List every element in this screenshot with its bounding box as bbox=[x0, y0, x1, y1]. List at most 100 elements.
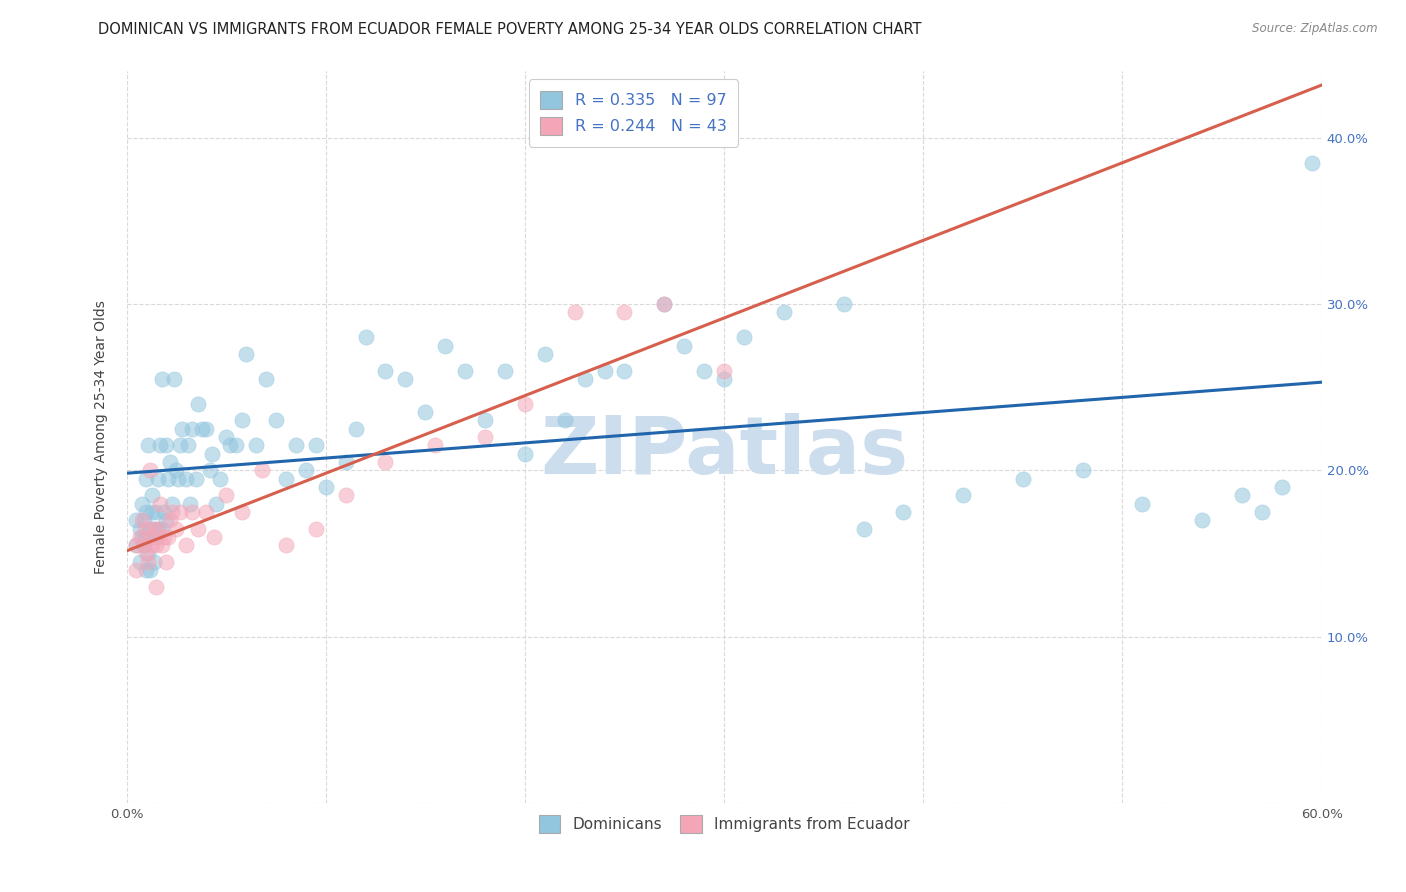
Point bbox=[153, 505, 176, 519]
Point bbox=[315, 480, 337, 494]
Legend: Dominicans, Immigrants from Ecuador: Dominicans, Immigrants from Ecuador bbox=[533, 809, 915, 839]
Point bbox=[143, 555, 166, 569]
Point bbox=[394, 372, 416, 386]
Point bbox=[231, 505, 253, 519]
Point bbox=[141, 538, 163, 552]
Point bbox=[474, 413, 496, 427]
Point bbox=[129, 530, 152, 544]
Point bbox=[952, 488, 974, 502]
Point bbox=[209, 472, 232, 486]
Point bbox=[713, 372, 735, 386]
Point bbox=[129, 555, 152, 569]
Point bbox=[733, 330, 755, 344]
Point bbox=[155, 513, 177, 527]
Point bbox=[148, 521, 170, 535]
Point bbox=[613, 305, 636, 319]
Point bbox=[201, 447, 224, 461]
Point bbox=[891, 505, 914, 519]
Point bbox=[165, 521, 187, 535]
Point bbox=[344, 422, 367, 436]
Point bbox=[454, 363, 477, 377]
Point bbox=[131, 497, 153, 511]
Point bbox=[145, 505, 167, 519]
Point bbox=[335, 455, 357, 469]
Point bbox=[202, 530, 225, 544]
Point bbox=[294, 463, 316, 477]
Point bbox=[139, 521, 162, 535]
Point bbox=[169, 438, 191, 452]
Point bbox=[139, 530, 162, 544]
Point bbox=[159, 513, 181, 527]
Point bbox=[167, 472, 190, 486]
Point bbox=[832, 297, 855, 311]
Point bbox=[181, 422, 204, 436]
Point bbox=[163, 372, 186, 386]
Y-axis label: Female Poverty Among 25-34 Year Olds: Female Poverty Among 25-34 Year Olds bbox=[94, 300, 108, 574]
Point bbox=[191, 422, 214, 436]
Point bbox=[773, 305, 796, 319]
Point bbox=[494, 363, 516, 377]
Point bbox=[434, 338, 457, 352]
Point bbox=[219, 438, 242, 452]
Point bbox=[129, 521, 152, 535]
Point bbox=[274, 538, 297, 552]
Point bbox=[673, 338, 696, 352]
Point bbox=[574, 372, 596, 386]
Point bbox=[150, 538, 174, 552]
Point bbox=[150, 372, 174, 386]
Text: DOMINICAN VS IMMIGRANTS FROM ECUADOR FEMALE POVERTY AMONG 25-34 YEAR OLDS CORREL: DOMINICAN VS IMMIGRANTS FROM ECUADOR FEM… bbox=[98, 22, 922, 37]
Point bbox=[254, 372, 277, 386]
Point bbox=[138, 546, 160, 560]
Point bbox=[225, 438, 247, 452]
Point bbox=[215, 430, 238, 444]
Point bbox=[1271, 480, 1294, 494]
Point bbox=[138, 438, 160, 452]
Point bbox=[425, 438, 447, 452]
Point bbox=[131, 530, 153, 544]
Point bbox=[284, 438, 307, 452]
Point bbox=[134, 538, 156, 552]
Point bbox=[125, 563, 148, 577]
Point bbox=[187, 397, 209, 411]
Point bbox=[215, 488, 238, 502]
Point bbox=[205, 497, 228, 511]
Point bbox=[143, 521, 166, 535]
Point bbox=[305, 521, 328, 535]
Point bbox=[513, 447, 536, 461]
Point bbox=[145, 538, 167, 552]
Point bbox=[174, 472, 197, 486]
Point bbox=[148, 472, 170, 486]
Point bbox=[125, 538, 148, 552]
Point bbox=[177, 438, 200, 452]
Point bbox=[138, 555, 160, 569]
Point bbox=[153, 530, 176, 544]
Point bbox=[174, 538, 197, 552]
Point bbox=[652, 297, 675, 311]
Point bbox=[131, 513, 153, 527]
Point bbox=[474, 430, 496, 444]
Point bbox=[200, 463, 222, 477]
Point bbox=[135, 563, 157, 577]
Point bbox=[593, 363, 616, 377]
Point bbox=[134, 513, 156, 527]
Point bbox=[157, 472, 180, 486]
Point bbox=[186, 472, 208, 486]
Point bbox=[354, 330, 377, 344]
Point bbox=[141, 505, 163, 519]
Point bbox=[125, 538, 148, 552]
Point bbox=[145, 530, 167, 544]
Point bbox=[172, 422, 194, 436]
Point bbox=[155, 438, 177, 452]
Point bbox=[148, 521, 170, 535]
Point bbox=[374, 455, 396, 469]
Point bbox=[533, 347, 555, 361]
Point bbox=[1130, 497, 1153, 511]
Point bbox=[181, 505, 204, 519]
Point bbox=[1250, 505, 1272, 519]
Point bbox=[195, 505, 218, 519]
Point bbox=[179, 497, 201, 511]
Point bbox=[162, 497, 184, 511]
Point bbox=[564, 305, 586, 319]
Point bbox=[1301, 155, 1323, 169]
Point bbox=[187, 521, 209, 535]
